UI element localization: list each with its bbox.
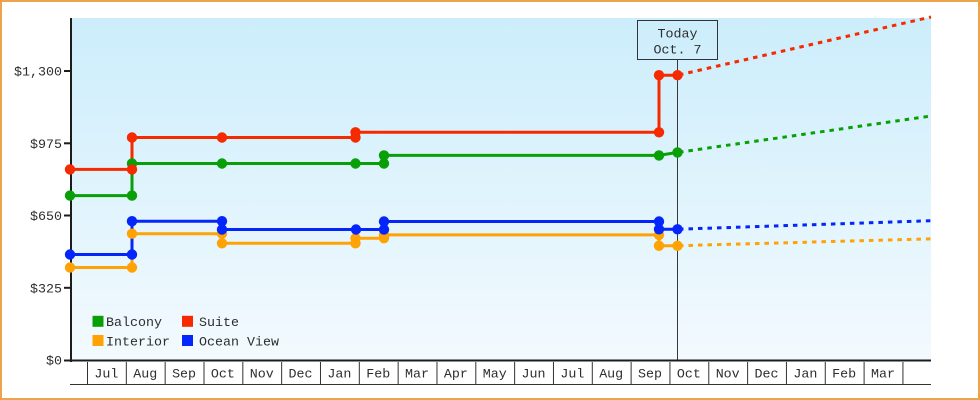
svg-text:Balcony: Balcony [106,316,162,331]
svg-text:Feb: Feb [366,368,390,383]
svg-text:$325: $325 [30,283,62,298]
svg-text:$975: $975 [30,138,62,153]
svg-text:Mar: Mar [405,368,429,383]
svg-text:Interior: Interior [106,335,170,350]
svg-text:Jul: Jul [560,368,584,383]
svg-text:Aug: Aug [133,368,157,383]
svg-text:Nov: Nov [250,368,274,383]
svg-text:Jan: Jan [793,368,817,383]
svg-text:Suite: Suite [199,316,239,331]
svg-text:$650: $650 [30,210,62,225]
svg-text:Nov: Nov [716,368,740,383]
svg-text:Ocean View: Ocean View [199,335,279,350]
svg-text:Aug: Aug [599,368,623,383]
svg-text:Oct: Oct [677,368,701,383]
svg-text:Oct: Oct [211,368,235,383]
svg-text:May: May [483,368,507,383]
svg-text:Oct. 7: Oct. 7 [654,44,702,59]
svg-text:Jul: Jul [94,368,118,383]
svg-text:Sep: Sep [638,368,662,383]
svg-text:Apr: Apr [444,368,468,383]
svg-text:Jan: Jan [327,368,351,383]
svg-text:$1,300: $1,300 [14,66,62,81]
svg-text:Sep: Sep [172,368,196,383]
svg-text:Mar: Mar [871,368,895,383]
svg-text:Feb: Feb [832,368,856,383]
svg-text:Dec: Dec [755,368,779,383]
svg-text:Today: Today [658,27,698,42]
svg-text:Dec: Dec [289,368,313,383]
svg-text:$0: $0 [46,355,62,370]
svg-text:Jun: Jun [522,368,546,383]
